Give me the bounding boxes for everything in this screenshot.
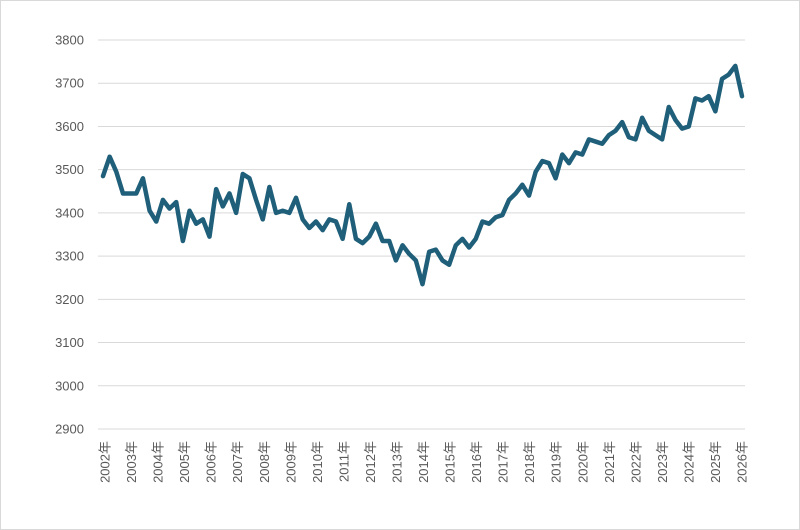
y-tick-label: 3800 [55,33,84,48]
y-tick-label: 3600 [55,119,84,134]
x-tick-label: 2009年 [283,441,298,483]
x-tick-label: 2025年 [708,441,723,483]
x-tick-label: 2012年 [363,441,378,483]
x-tick-label: 2017年 [496,441,511,483]
x-tick-label: 2023年 [655,441,670,483]
y-tick-label: 3300 [55,249,84,264]
x-tick-label: 2020年 [575,441,590,483]
x-tick-label: 2010年 [310,441,325,483]
x-tick-label: 2016年 [469,441,484,483]
x-tick-label: 2015年 [443,441,458,483]
y-tick-label: 3000 [55,378,84,393]
x-axis-ticks: 2002年 2003年 2004年 2005年 2006年 2007年 2008年 2009年… [98,441,750,483]
x-tick-label: 2026年 [735,441,750,483]
y-tick-label: 3500 [55,162,84,177]
x-tick-label: 2005年 [177,441,192,483]
series-line-0 [100,63,745,287]
x-tick-label: 2006年 [204,441,219,483]
x-tick-label: 2003年 [124,441,139,483]
x-tick-label: 2004年 [151,441,166,483]
y-tick-label: 2900 [55,422,84,437]
y-tick-label: 3700 [55,76,84,91]
y-tick-label: 3200 [55,292,84,307]
x-tick-label: 2019年 [549,441,564,483]
x-tick-label: 2021年 [602,441,617,483]
x-tick-label: 2002年 [98,441,113,483]
y-axis-ticks: 2900 3000 3100 3200 3300 3400 3500 3600 3700 3800 [55,33,84,437]
gridlines [98,39,745,430]
x-tick-label: 2014年 [416,441,431,483]
y-tick-label: 3400 [55,205,84,220]
x-tick-label: 2024年 [681,441,696,483]
y-tick-label: 3100 [55,335,84,350]
x-tick-label: 2013年 [389,441,404,483]
x-tick-label: 2007年 [230,441,245,483]
x-tick-label: 2018年 [522,441,537,483]
x-tick-label: 2008年 [257,441,272,483]
x-tick-label: 2022年 [628,441,643,483]
x-tick-label: 2011年 [336,441,351,482]
series-layer [100,63,745,287]
